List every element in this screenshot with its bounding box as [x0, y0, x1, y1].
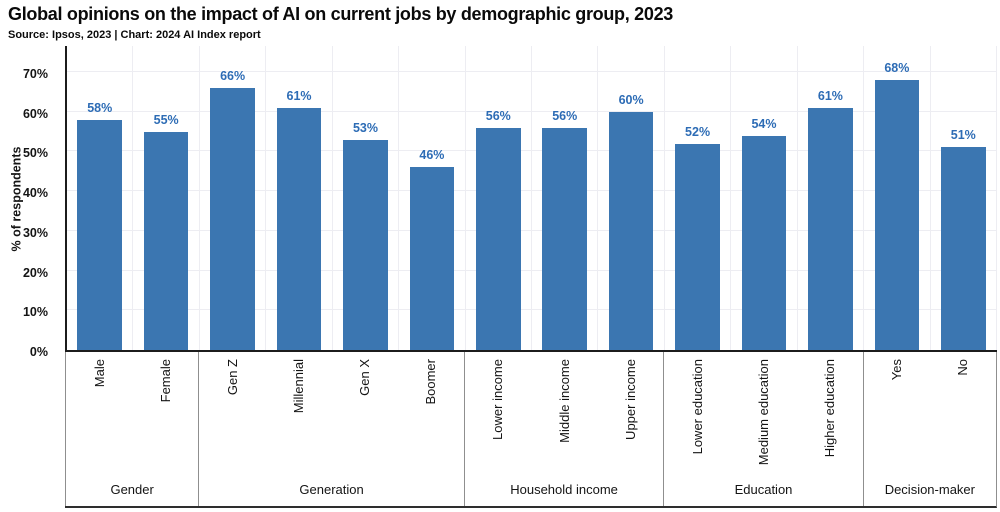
- bar: [941, 147, 986, 350]
- bar-value-label: 55%: [153, 112, 179, 127]
- category-label: No: [955, 359, 971, 376]
- gridline: [67, 110, 997, 112]
- bar-value-label: 52%: [685, 124, 711, 139]
- y-tick-label: 30%: [22, 225, 48, 240]
- bar-groups: 58% 55% 66% 61% 53% 46% 56% 56% 60% 52% 54% 61% 68% 5…: [67, 46, 998, 350]
- category-label: Boomer: [423, 359, 439, 405]
- bar-column: 61%: [266, 46, 333, 350]
- gridline: [67, 269, 997, 271]
- bar-value-label: 60%: [618, 92, 644, 107]
- x-axis-label-region: Male Female Gender Gen Z Millennial Gen X Boom…: [65, 352, 997, 508]
- gridline: [67, 229, 997, 231]
- bar-column: 56%: [532, 46, 599, 350]
- bar: [276, 107, 322, 350]
- bar-column: 61%: [798, 46, 865, 350]
- bar-column: 68%: [864, 46, 931, 350]
- y-tick-label: 20%: [22, 265, 48, 280]
- y-tick-label: 70%: [22, 67, 48, 81]
- bar-value-label: 66%: [220, 68, 246, 83]
- chart-source-note: Source: Ipsos, 2023 | Chart: 2024 AI Ind…: [8, 29, 261, 41]
- bar-column: 56%: [466, 46, 532, 350]
- bar-value-label: 54%: [751, 116, 777, 131]
- bar: [476, 127, 521, 350]
- bar-column: 55%: [133, 46, 200, 350]
- category-label: Middle income: [556, 359, 572, 443]
- gridline: [67, 150, 997, 152]
- bar: [77, 119, 122, 350]
- category-label: Medium education: [755, 359, 771, 466]
- bar-group: 66% 61% 53% 46%: [200, 46, 466, 350]
- gridline: [67, 190, 997, 192]
- bar-group: 68% 51%: [864, 46, 998, 350]
- bar-column: 66%: [200, 46, 267, 350]
- bar: [210, 87, 255, 350]
- plot-area: 58% 55% 66% 61% 53% 46% 56% 56% 60% 52% 54% 61% 68% 5…: [65, 46, 998, 352]
- category-label: Millennial: [290, 359, 306, 414]
- bar-column: 60%: [598, 46, 665, 350]
- label-group: Male Female Gender: [65, 352, 198, 506]
- chart-title: Global opinions on the impact of AI on c…: [8, 4, 673, 24]
- bar: [675, 143, 720, 350]
- plot-inner: 58% 55% 66% 61% 53% 46% 56% 56% 60% 52% 54% 61% 68% 5…: [67, 46, 998, 350]
- category-label: Gen Z: [224, 359, 240, 396]
- bar-group: 58% 55%: [67, 46, 200, 350]
- y-tick-label: 50%: [22, 146, 48, 161]
- bar-group: 56% 56% 60%: [466, 46, 665, 350]
- y-tick-label: 40%: [22, 186, 48, 201]
- bar-column: 51%: [931, 46, 998, 350]
- category-label: Lower education: [689, 359, 705, 455]
- category-label: Upper income: [622, 359, 638, 440]
- bar-column: 53%: [333, 46, 400, 350]
- category-label: Male: [91, 359, 107, 388]
- category-label: Yes: [889, 359, 905, 381]
- bar: [542, 127, 587, 350]
- category-label: Female: [157, 359, 173, 403]
- bar: [343, 139, 388, 350]
- category-label: Higher education: [822, 359, 838, 458]
- category-label: Gen X: [357, 359, 373, 396]
- bar-column: 58%: [67, 46, 134, 350]
- bar-value-label: 68%: [884, 60, 910, 75]
- label-group: Gen Z Millennial Gen X Boomer Generation: [198, 352, 464, 506]
- y-tick-label: 10%: [22, 305, 48, 320]
- gridline: [67, 309, 997, 311]
- bar-value-label: 56%: [485, 108, 511, 123]
- bar-column: 52%: [665, 46, 732, 350]
- group-label: Decision-maker: [884, 482, 975, 497]
- bar-value-label: 61%: [286, 88, 312, 103]
- bar-value-label: 58%: [87, 100, 113, 115]
- y-tick-label: 0%: [29, 345, 48, 359]
- bar-value-label: 51%: [950, 128, 976, 143]
- bar-value-label: 56%: [552, 108, 578, 123]
- label-group: Yes No Decision-maker: [862, 352, 996, 506]
- category-label: Lower income: [490, 359, 506, 440]
- bar: [608, 111, 654, 350]
- bar-value-label: 46%: [419, 148, 445, 163]
- gridline: [67, 71, 997, 72]
- group-label: Household income: [510, 482, 618, 497]
- group-label: Gender: [110, 482, 154, 497]
- bar: [409, 167, 455, 350]
- bar-column: 46%: [399, 46, 466, 350]
- bar-column: 54%: [731, 46, 798, 350]
- bar-value-label: 61%: [817, 88, 843, 103]
- label-group: Lower education Medium education Higher ed…: [663, 352, 862, 506]
- bar-group: 52% 54% 61%: [665, 46, 865, 350]
- bar-value-label: 53%: [352, 120, 378, 135]
- y-tick-label: 60%: [22, 106, 48, 121]
- y-axis-ticks: 0% 10% 20% 30% 40% 50% 60% 70%: [0, 46, 57, 359]
- group-label: Generation: [299, 482, 364, 497]
- label-group: Lower income Middle income Upper income Hou…: [463, 352, 663, 506]
- group-label: Education: [734, 482, 793, 497]
- bar: [808, 107, 853, 350]
- bar: [143, 131, 189, 350]
- bar: [741, 135, 787, 350]
- bar: [874, 79, 920, 350]
